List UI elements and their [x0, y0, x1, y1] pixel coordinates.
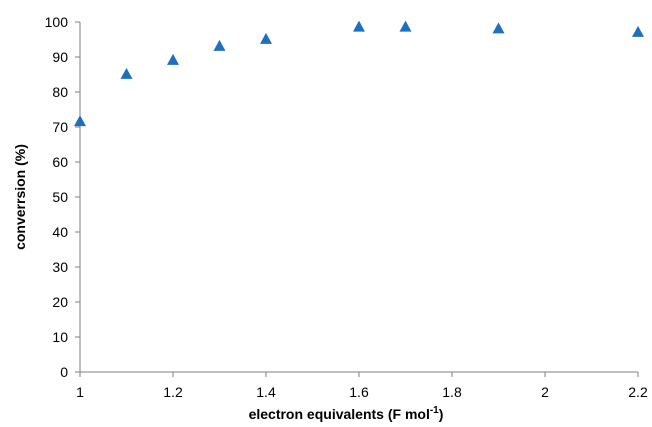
data-point-triangle [167, 53, 179, 65]
x-tick-label: 1.2 [163, 384, 183, 400]
y-tick-label: 50 [52, 189, 68, 205]
y-tick-label: 40 [52, 224, 68, 240]
y-tick-label: 70 [52, 119, 68, 135]
axes [79, 22, 638, 373]
x-tick-label: 1.8 [442, 384, 462, 400]
y-axis-ticks: 0 10 20 30 40 50 60 70 80 90 100 [45, 14, 80, 380]
x-axis-title-text: electron equivalents (F mol [249, 406, 430, 422]
data-point-triangle [120, 67, 133, 79]
data-point-triangle [74, 115, 86, 127]
x-tick-label: 1.6 [349, 384, 369, 400]
x-tick-label: 2 [541, 384, 549, 400]
y-axis-title: converrsion (%) [12, 144, 28, 250]
x-axis-title: electron equivalents (F mol-1) [249, 405, 444, 422]
y-tick-label: 20 [52, 294, 68, 310]
data-point-triangle [492, 22, 505, 34]
y-tick-label: 10 [52, 329, 68, 345]
x-axis-title-superscript: -1 [430, 405, 439, 416]
x-tick-label: 1.4 [256, 384, 276, 400]
x-tick-label: 2.2 [628, 384, 648, 400]
data-points [74, 20, 644, 127]
data-point-triangle [213, 39, 226, 51]
y-tick-label: 60 [52, 154, 68, 170]
y-tick-label: 80 [52, 84, 68, 100]
data-point-triangle [399, 20, 412, 32]
x-axis-ticks: 1 1.2 1.4 1.6 1.8 2 2.2 [76, 372, 648, 400]
data-point-triangle [260, 32, 272, 44]
y-tick-label: 0 [60, 364, 68, 380]
x-axis-title-suffix: ) [439, 406, 444, 422]
data-point-triangle [353, 20, 365, 32]
data-point-triangle [632, 25, 644, 37]
y-tick-label: 30 [52, 259, 68, 275]
x-tick-label: 1 [76, 384, 84, 400]
y-tick-label: 100 [45, 14, 69, 30]
y-tick-label: 90 [52, 49, 68, 65]
